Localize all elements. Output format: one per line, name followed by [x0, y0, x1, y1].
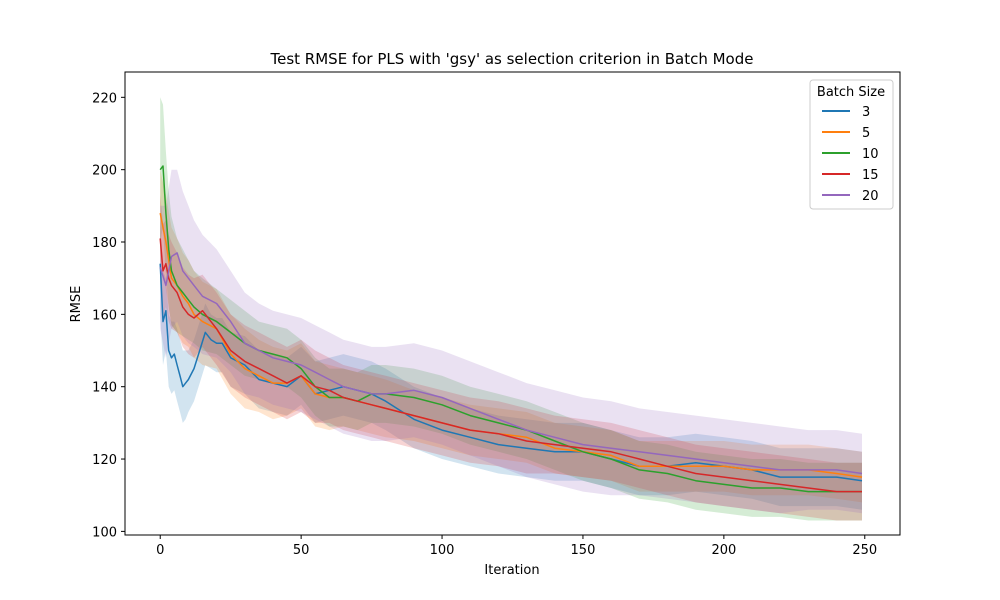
y-tick-label: 220: [92, 91, 117, 106]
legend-items: 3 5 10 15 20: [822, 105, 879, 204]
band-batch-10: [160, 97, 862, 521]
confidence-bands: [160, 97, 862, 521]
y-axis: 100 120 140 160 180 200 220: [92, 91, 125, 540]
legend-label-10: 10: [862, 147, 879, 162]
y-tick-label: 160: [92, 308, 117, 323]
band-batch-20: [160, 169, 862, 514]
y-tick-label: 120: [92, 453, 117, 468]
line-batch-20: [159, 252, 863, 475]
legend: Batch Size 3 5 10 15 20: [809, 79, 894, 210]
x-tick-label: 0: [156, 543, 164, 558]
chart-title: Test RMSE for PLS with 'gsy' as selectio…: [270, 50, 754, 68]
x-tick-label: 100: [430, 543, 455, 558]
x-tick-label: 150: [571, 543, 596, 558]
series-lines: [159, 165, 863, 493]
legend-box: [809, 79, 894, 210]
x-axis-label: Iteration: [484, 563, 539, 578]
legend-title: Batch Size: [817, 85, 885, 100]
x-tick-label: 50: [293, 543, 310, 558]
plot-frame: [124, 71, 901, 536]
line-batch-15: [159, 238, 862, 493]
y-axis-label: RMSE: [69, 286, 84, 323]
x-axis: 0 50 100 150 200 250: [156, 535, 877, 558]
x-tick-label: 250: [852, 543, 877, 558]
legend-label-15: 15: [862, 168, 879, 183]
y-tick-label: 140: [92, 381, 117, 396]
y-tick-label: 100: [92, 525, 117, 540]
band-batch-3: [160, 220, 862, 510]
band-batch-5: [160, 169, 862, 503]
legend-label-5: 5: [862, 126, 870, 141]
legend-label-20: 20: [862, 189, 879, 204]
y-tick-label: 180: [92, 236, 117, 251]
x-tick-label: 200: [711, 543, 736, 558]
legend-label-3: 3: [862, 105, 870, 120]
band-batch-15: [160, 195, 862, 521]
y-tick-label: 200: [92, 164, 117, 179]
